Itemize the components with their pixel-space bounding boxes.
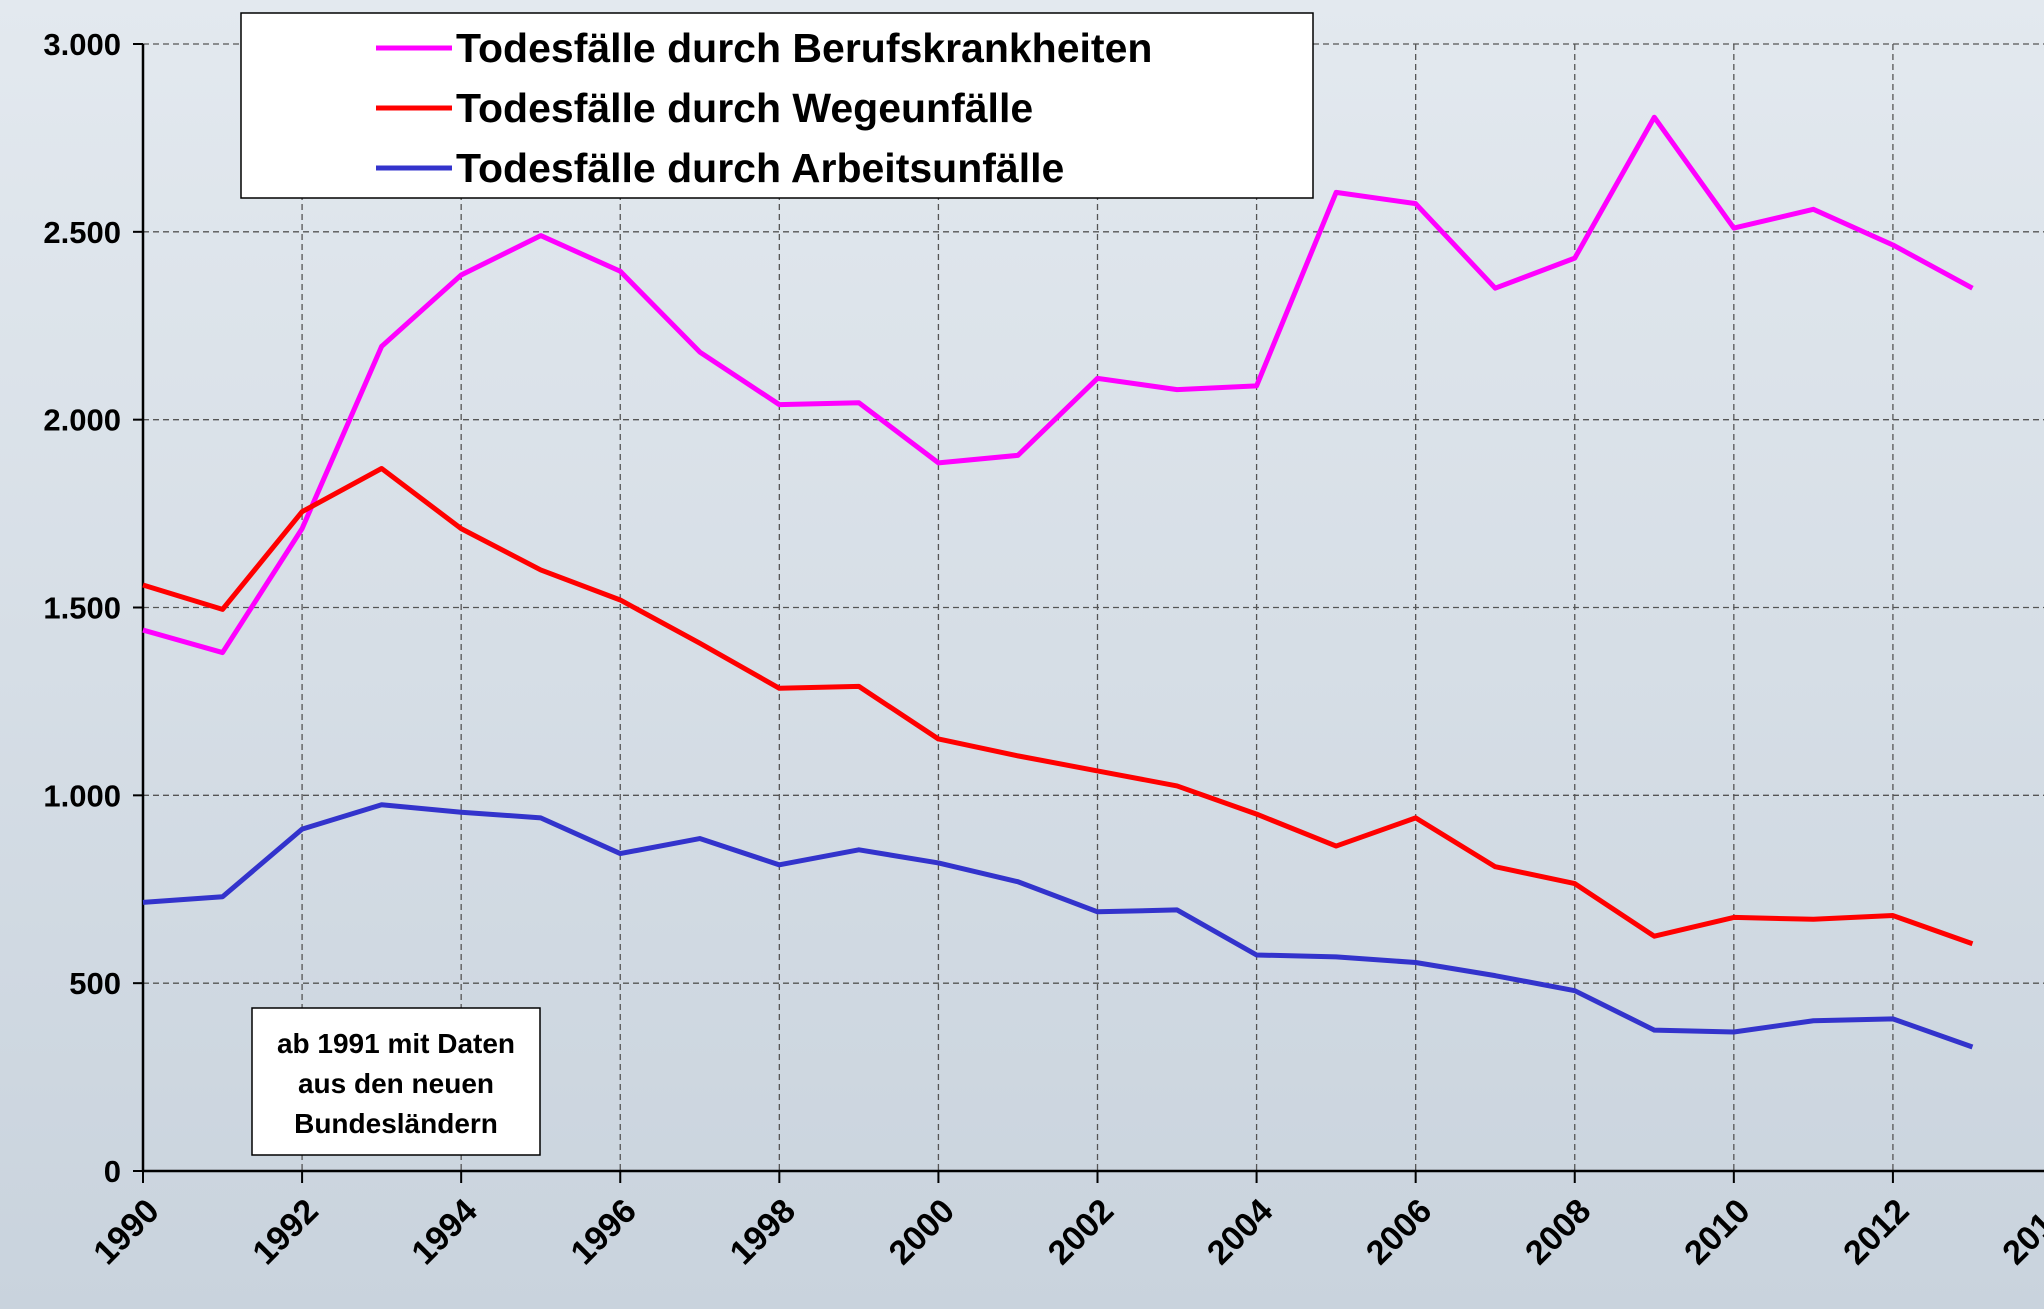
annotation-box	[251, 1007, 541, 1156]
annotation-text: Bundesländern	[294, 1108, 498, 1139]
legend: Todesfälle durch Berufskrankheiten Todesf…	[240, 12, 1314, 199]
y-tick-label: 1.000	[43, 778, 121, 813]
y-tick-label: 2.500	[43, 215, 121, 250]
series-line	[142, 114, 1974, 656]
series-line	[142, 802, 1974, 1050]
y-tick-label: 0	[104, 1154, 121, 1189]
y-tick-label: 3.000	[43, 27, 121, 62]
y-tick-label: 2.000	[43, 403, 121, 438]
legend-label: Todesfälle durch Wegeunfälle	[456, 85, 1033, 131]
series-line	[142, 466, 1974, 947]
legend-label: Todesfälle durch Arbeitsunfälle	[456, 145, 1064, 191]
annotation-text: aus den neuen	[298, 1068, 494, 1099]
annotation-text: ab 1991 mit Daten	[277, 1028, 515, 1059]
legend-label: Todesfälle durch Berufskrankheiten	[456, 25, 1152, 71]
y-tick-label: 500	[69, 966, 121, 1001]
y-tick-label: 1.500	[43, 591, 121, 626]
